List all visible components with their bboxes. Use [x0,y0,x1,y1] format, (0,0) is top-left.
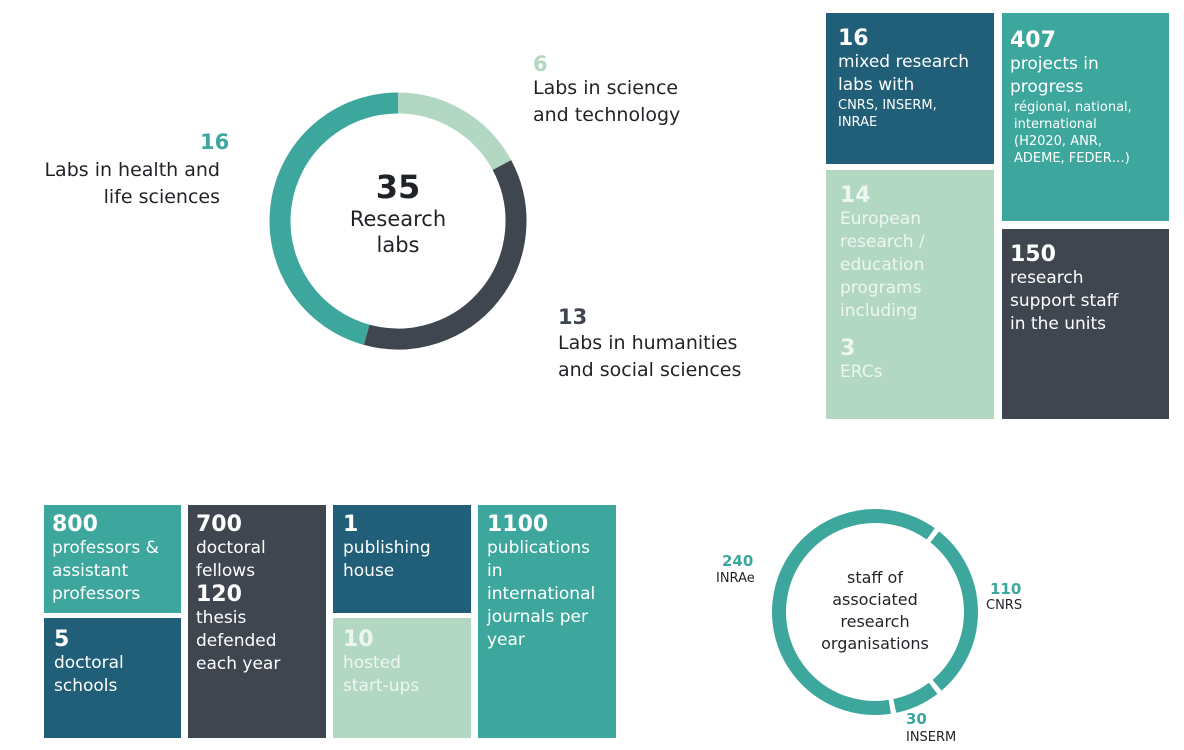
tile-number: 1 [343,512,359,537]
tile-number: 14 [840,183,871,208]
tile-label: professors [52,584,141,604]
slice-humanities [363,160,527,350]
tile-support-staff: 150 research support staff in the units [1002,229,1169,419]
center-line: staff of [847,568,903,587]
tile-european: 14 European research / education program… [826,170,994,419]
slice-value-humanities: 13 [558,305,588,329]
tile-label: in the units [1010,314,1106,334]
tile-sublabel: international [1014,117,1097,132]
tile-doctoral-fellows: 700 doctoral fellows 120 thesis defended… [188,505,326,738]
tile-label: assistant [52,561,129,581]
tile-number: 150 [1010,242,1056,267]
slice-science [397,92,512,171]
donut-center: 35 Research labs [298,168,498,258]
tile-label: thesis [196,608,247,628]
tile-number: 407 [1010,28,1056,53]
tile-number: 700 [196,512,242,537]
tile-label: education [840,255,925,275]
tile-sublabel: INRAE [838,115,878,130]
tile-mixed-labs: 16 mixed research labs with CNRS, INSERM… [826,13,994,164]
tile-label: support staff [1010,291,1119,311]
slice-health [269,92,399,345]
tile-label: house [343,561,395,581]
slice-inrae [772,509,935,715]
tile-label: doctoral [54,653,124,673]
tile-label: projects in [1010,54,1099,74]
tile-publishing-house: 1 publishing house [333,505,471,613]
tile-label: programs [840,278,922,298]
donut-center-value: 35 [375,168,421,206]
slice-label-science: Labs in science and technology [533,77,681,126]
staff-label-inserm: INSERM [906,730,957,745]
tile-doctoral-schools: 5 doctoral schools [44,618,181,738]
staff-label-cnrs: CNRS [986,598,1023,613]
tile-label: start-ups [343,676,420,696]
tile-label: progress [1010,77,1084,97]
staff-value-inserm: 30 [906,710,927,728]
staff-donut [772,509,978,715]
tile-label: European [840,209,921,229]
tile-label: fellows [196,561,256,581]
tile-label: year [487,630,525,650]
tile-label: doctoral [196,538,266,558]
center-line: research [840,612,910,631]
slice-inserm [893,682,938,713]
tile-professors: 800 professors & assistant professors [44,505,181,613]
slice-value-health: 16 [200,130,230,154]
tile-label: research [1010,268,1084,288]
tile-label: journals per [487,607,589,627]
tile-label: international [487,584,596,604]
center-line: associated [832,590,918,609]
tile-label: labs with [838,75,915,95]
tile-sublabel: (H2020, ANR, [1014,134,1102,149]
tile-label: mixed research [838,52,970,72]
tile-label: schools [54,676,118,696]
donut-center-label-2: labs [376,233,420,257]
tile-sublabel: régional, national, [1014,100,1132,115]
tile-number: 16 [838,26,869,51]
donut-center-label-1: Research [349,207,447,231]
slice-cnrs [930,531,978,691]
tile-label: ERCs [840,362,883,382]
tile-sublabel: ADEME, FEDER…) [1014,151,1130,166]
tile-startups: 10 hosted start-ups [333,618,471,738]
tile-label: each year [196,654,281,674]
tile-number: 5 [54,627,70,652]
tile-label: publications [487,538,590,558]
tile-label: hosted [343,653,401,673]
staff-label-inrae: INRAe [716,571,755,586]
tile-label: including [840,301,918,321]
tile-label: research / [840,232,925,252]
tile-label: professors & [52,538,159,558]
tile-label: in [487,561,503,581]
tile-number: 120 [196,582,242,607]
tile-number: 3 [840,336,856,361]
tile-projects: 407 projects in progress régional, natio… [1002,13,1169,221]
tile-publications: 1100 publications in international journ… [478,505,616,738]
tile-number: 1100 [487,512,549,537]
slice-label-humanities: Labs in humanities and social sciences [558,332,742,381]
slice-label-health: Labs in health and life sciences [44,159,220,208]
tile-label: defended [196,631,277,651]
staff-value-cnrs: 110 [990,580,1022,598]
slice-value-science: 6 [533,52,548,76]
tile-number: 800 [52,512,98,537]
tile-number: 10 [343,627,374,652]
research-labs-donut [269,92,527,350]
center-line: organisations [821,634,929,653]
staff-donut-center: staff of associated research organisatio… [800,567,950,655]
tile-label: publishing [343,538,431,558]
staff-value-inrae: 240 [722,552,754,570]
tile-sublabel: CNRS, INSERM, [838,98,937,113]
